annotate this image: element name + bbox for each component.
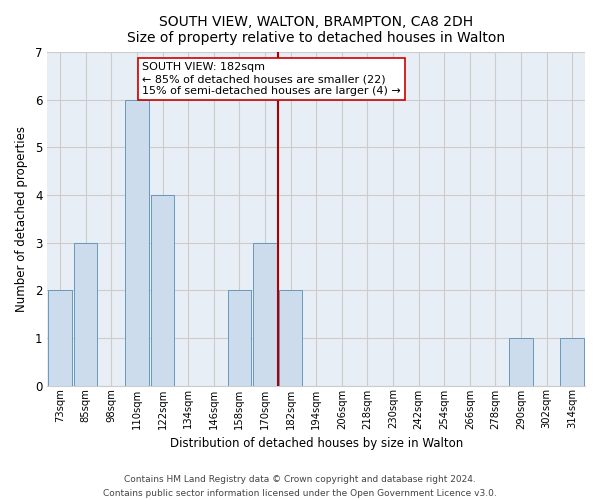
Bar: [253, 242, 277, 386]
Bar: [151, 195, 175, 386]
Y-axis label: Number of detached properties: Number of detached properties: [15, 126, 28, 312]
Text: SOUTH VIEW: 182sqm
← 85% of detached houses are smaller (22)
15% of semi-detache: SOUTH VIEW: 182sqm ← 85% of detached hou…: [142, 62, 401, 96]
Title: SOUTH VIEW, WALTON, BRAMPTON, CA8 2DH
Size of property relative to detached hous: SOUTH VIEW, WALTON, BRAMPTON, CA8 2DH Si…: [127, 15, 505, 45]
Bar: [125, 100, 149, 386]
Bar: [227, 290, 251, 386]
Bar: [509, 338, 533, 386]
X-axis label: Distribution of detached houses by size in Walton: Distribution of detached houses by size …: [170, 437, 463, 450]
Bar: [279, 290, 302, 386]
Bar: [74, 242, 97, 386]
Text: Contains HM Land Registry data © Crown copyright and database right 2024.
Contai: Contains HM Land Registry data © Crown c…: [103, 476, 497, 498]
Bar: [49, 290, 72, 386]
Bar: [560, 338, 584, 386]
